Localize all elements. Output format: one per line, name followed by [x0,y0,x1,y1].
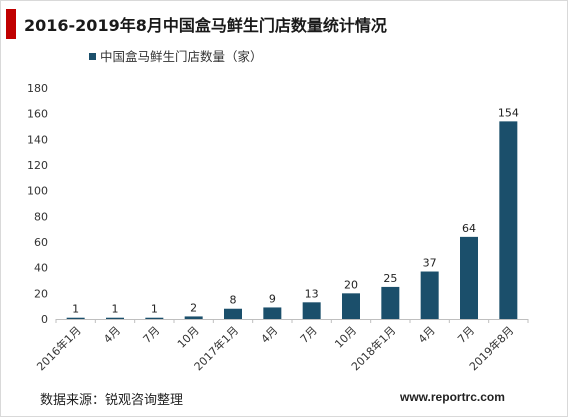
website-url: www.reportrc.com [400,390,505,404]
x-tick-label: 7月 [141,324,163,346]
x-tick-label: 4月 [259,324,281,346]
data-label: 20 [344,278,358,291]
bar [420,271,439,319]
legend-swatch [89,53,96,60]
data-label: 25 [383,272,397,285]
data-label: 8 [230,294,237,307]
y-tick-label: 20 [34,287,48,300]
bar [381,286,400,319]
bar [224,308,242,319]
data-source-note: 数据来源：锐观咨询整理 [40,393,184,408]
y-tick-label: 100 [27,185,48,198]
legend-label: 中国盒马鲜生门店数量（家） [100,49,263,64]
y-tick-label: 180 [27,82,48,95]
y-tick-label: 60 [34,236,48,249]
y-tick-label: 40 [34,262,48,275]
bar [145,317,164,319]
data-label: 1 [72,303,79,316]
bar [302,302,321,319]
bar [460,236,478,319]
data-label: 13 [305,287,319,300]
bar [184,316,203,319]
x-tick-label: 4月 [101,324,123,346]
x-tick-label: 7月 [455,324,477,346]
x-tick-label: 4月 [416,324,438,346]
x-tick-label: 7月 [298,324,320,346]
x-tick-label: 10月 [332,324,359,351]
y-tick-label: 120 [27,159,48,172]
data-label: 37 [423,257,437,270]
data-label: 154 [498,106,519,119]
x-tick-label: 10月 [175,324,202,351]
y-tick-label: 80 [34,210,48,223]
bar [342,293,360,319]
bar [499,121,518,319]
data-label: 2 [190,301,197,314]
x-tick-label: 2016年1月 [34,323,84,373]
data-label: 64 [462,222,476,235]
bar [66,317,85,319]
data-label: 1 [151,303,158,316]
data-label: 1 [112,303,119,316]
data-label: 9 [269,292,276,305]
bar [106,317,124,319]
y-tick-label: 160 [27,108,48,121]
title-accent-bar [6,9,16,39]
chart-title: 2016-2019年8月中国盒马鲜生门店数量统计情况 [24,16,387,35]
y-tick-label: 140 [27,133,48,146]
bar [263,307,282,319]
y-tick-label: 0 [41,313,48,326]
